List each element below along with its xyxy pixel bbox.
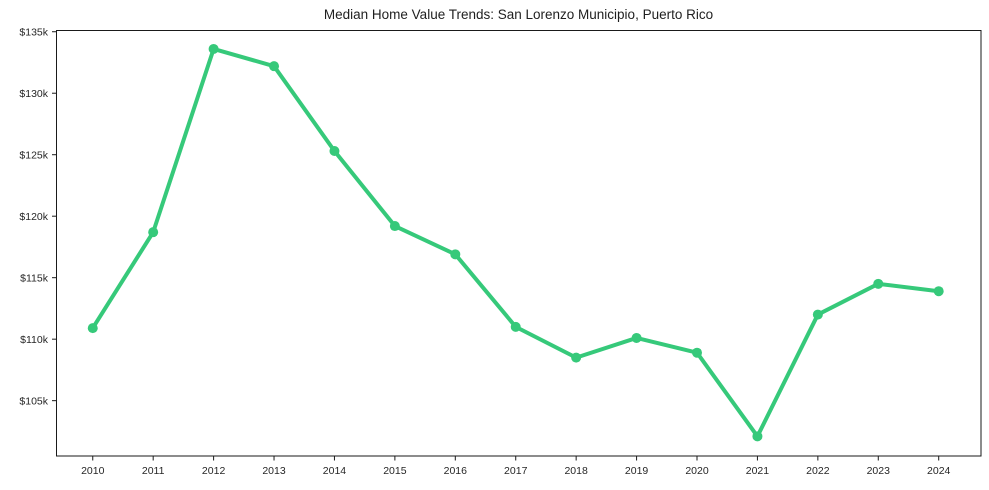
- y-tick-label: $120k: [19, 211, 48, 223]
- x-tick-label: 2017: [504, 465, 528, 477]
- x-tick-label: 2010: [81, 465, 105, 477]
- x-tick-label: 2024: [927, 465, 951, 477]
- x-tick-label: 2016: [444, 465, 468, 477]
- x-tick-label: 2011: [142, 465, 165, 477]
- x-tick-label: 2019: [625, 465, 649, 477]
- y-tick-label: $105k: [19, 395, 48, 407]
- data-point-2020: [692, 347, 703, 358]
- y-tick-label: $115k: [20, 272, 49, 284]
- y-tick-label: $125k: [19, 149, 48, 161]
- data-point-2013: [269, 61, 280, 72]
- x-tick-label: 2021: [746, 465, 770, 477]
- y-tick-label: $110k: [20, 334, 49, 346]
- x-tick-label: 2014: [323, 465, 347, 477]
- data-point-2024: [933, 286, 944, 297]
- data-point-2019: [631, 332, 642, 343]
- data-point-2017: [510, 321, 521, 332]
- data-point-2018: [571, 352, 582, 363]
- data-point-2015: [389, 221, 400, 232]
- data-point-2012: [208, 43, 219, 54]
- x-tick-label: 2023: [867, 465, 891, 477]
- plot-border: [56, 30, 982, 457]
- data-point-2023: [873, 278, 884, 289]
- data-point-2010: [87, 323, 98, 334]
- data-point-2016: [450, 249, 461, 260]
- x-tick-label: 2022: [806, 465, 830, 477]
- x-tick-label: 2018: [564, 465, 588, 477]
- data-point-2014: [329, 146, 340, 157]
- y-tick-label: $135k: [19, 26, 48, 38]
- series-line: [90, 46, 941, 439]
- y-tick-label: $130k: [19, 88, 48, 100]
- data-point-2021: [752, 431, 763, 442]
- x-tick-label: 2015: [383, 465, 407, 477]
- x-tick-label: 2013: [262, 465, 286, 477]
- x-tick-label: 2020: [685, 465, 709, 477]
- x-tick-label: 2012: [202, 465, 226, 477]
- data-point-2022: [812, 309, 823, 320]
- data-point-2011: [148, 227, 159, 238]
- chart-title: Median Home Value Trends: San Lorenzo Mu…: [323, 7, 714, 22]
